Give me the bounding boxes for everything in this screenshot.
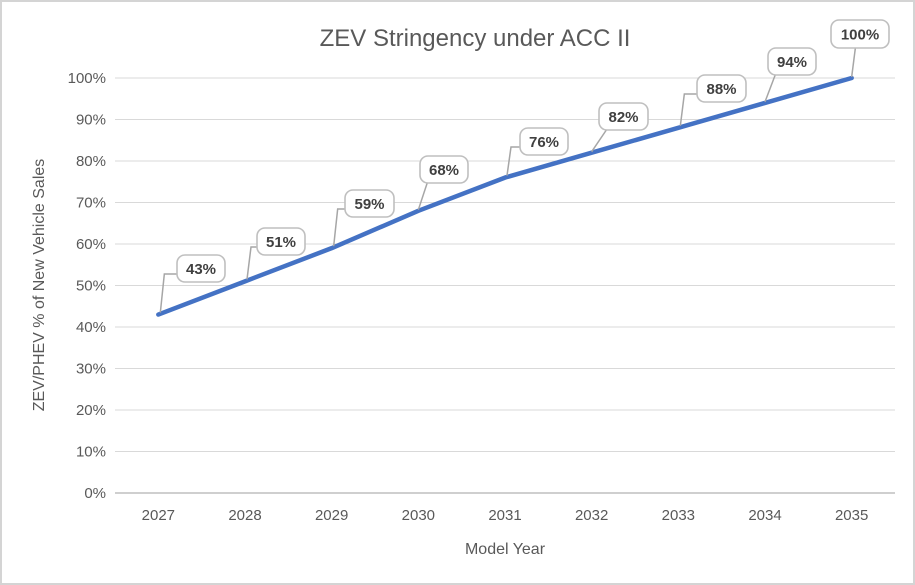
x-tick-label: 2030 [402, 507, 435, 524]
data-label-callout [767, 47, 817, 76]
data-label-callout [696, 74, 747, 103]
data-label-value: 51% [266, 234, 296, 251]
x-tick-label: 2027 [142, 507, 175, 524]
x-tick-label: 2028 [228, 507, 261, 524]
gridlines [115, 77, 895, 494]
y-tick-label: 100% [68, 70, 106, 87]
data-label-leader-line [591, 129, 607, 153]
data-label-layer: 43% 51% 59% 68% 76% 82% 88% 94% 100% [159, 19, 890, 313]
y-tick-label: 10% [76, 444, 106, 461]
x-tick-label: 2034 [748, 507, 781, 524]
y-axis-title: ZEV/PHEV % of New Vehicle Sales [31, 159, 48, 412]
y-axis-tick-labels: 0% 10% 20% 30% 40% 50% 60% 70% 80% 90% 100% [68, 70, 106, 502]
x-axis-title: Model Year [465, 541, 546, 558]
y-tick-label: 80% [76, 153, 106, 170]
data-label-callout [344, 189, 395, 218]
data-label-callout [256, 227, 306, 256]
data-label-leader-line [332, 208, 345, 247]
y-tick-label: 0% [84, 485, 106, 502]
x-tick-label: 2033 [662, 507, 695, 524]
x-tick-label: 2032 [575, 507, 608, 524]
y-tick-label: 30% [76, 361, 106, 378]
data-label-leader-line [246, 246, 257, 280]
data-label-callout [598, 102, 649, 131]
data-label-leader-line [417, 182, 428, 211]
y-tick-label: 40% [76, 319, 106, 336]
data-label-leader-line [850, 47, 857, 78]
y-tick-label: 70% [76, 195, 106, 212]
data-label-leader-line [679, 93, 697, 126]
data-label-leader-line [159, 273, 177, 313]
y-tick-label: 90% [76, 112, 106, 129]
series-line-zev-stringency [156, 75, 854, 317]
data-label-leader-line [506, 146, 520, 176]
y-tick-label: 60% [76, 236, 106, 253]
x-tick-label: 2031 [488, 507, 521, 524]
data-label-value: 88% [706, 81, 736, 98]
y-tick-label: 50% [76, 278, 106, 295]
x-axis-tick-labels: 2027 2028 2029 2030 2031 2032 2033 2034 2035 [142, 507, 869, 524]
data-label-callout [830, 19, 890, 49]
data-label-callout [419, 155, 469, 184]
data-label-value: 76% [529, 134, 559, 151]
x-tick-label: 2035 [835, 507, 868, 524]
data-label-value: 94% [777, 54, 807, 71]
data-label-value: 43% [186, 261, 216, 278]
data-label-value: 68% [429, 162, 459, 179]
y-tick-label: 20% [76, 402, 106, 419]
data-label-leader-line [764, 74, 776, 103]
data-label-value: 59% [354, 196, 384, 213]
data-label-value: 100% [841, 27, 879, 44]
data-label-callout [519, 127, 569, 156]
series-layer [156, 75, 854, 317]
data-label-value: 82% [608, 109, 638, 126]
data-label-callout [176, 254, 226, 283]
chart-title: ZEV Stringency under ACC II [320, 25, 631, 52]
x-tick-label: 2029 [315, 507, 348, 524]
